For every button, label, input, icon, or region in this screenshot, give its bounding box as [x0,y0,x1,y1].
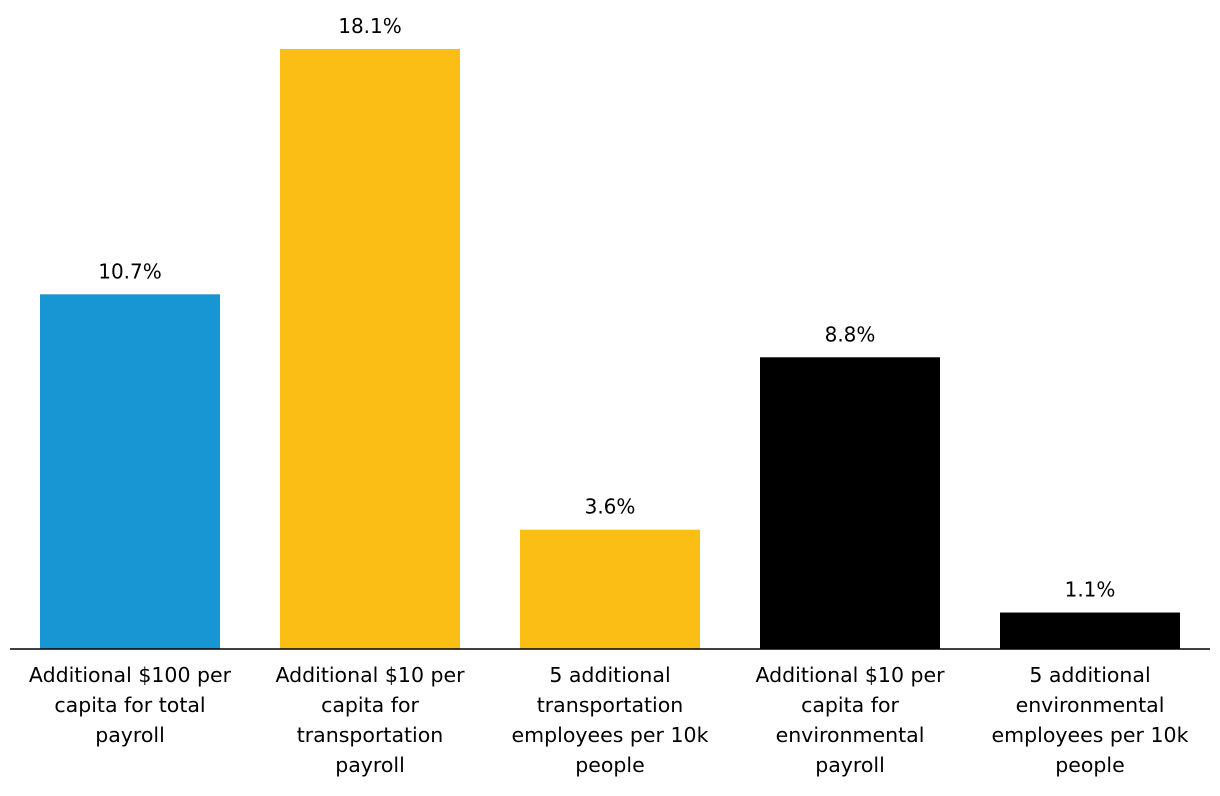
category-label-5-line-4: people [1055,753,1125,777]
category-label-1-line-1: Additional $100 per [28,663,232,687]
bar-value-label-2: 18.1% [338,14,402,38]
bars-group [40,49,1180,649]
category-label-4-line-3: environmental [775,723,925,747]
bar-value-label-3: 3.6% [585,495,636,519]
bar-value-label-5: 1.1% [1065,578,1116,602]
category-label-4-line-1: Additional $10 per [755,663,945,687]
category-label-1: Additional $100 per capita for total payro… [15,660,245,750]
bar-value-label-1: 10.7% [98,259,162,283]
category-label-2-line-1: Additional $10 per [275,663,465,687]
category-label-1-line-2: capita for total [54,693,206,717]
category-label-2-line-2: capita for [321,693,419,717]
category-label-3: 5 additional transportation employees per … [495,660,725,780]
category-label-1-line-3: payroll [95,723,165,747]
category-label-2: Additional $10 per capita for transportati… [255,660,485,780]
category-label-3-line-2: transportation [536,693,684,717]
bar-1 [40,294,220,649]
category-label-2-line-3: transportation [296,723,444,747]
bar-2 [280,49,460,649]
value-labels-group: 10.7% 18.1% 3.6% 8.8% 1.1% [98,14,1115,602]
bar-4 [760,357,940,649]
category-label-2-line-4: payroll [335,753,405,777]
category-label-5-line-1: 5 additional [1029,663,1151,687]
category-label-3-line-1: 5 additional [549,663,671,687]
category-label-4: Additional $10 per capita for environmenta… [735,660,965,780]
category-label-4-line-2: capita for [801,693,899,717]
category-label-4-line-4: payroll [815,753,885,777]
category-label-3-line-4: people [575,753,645,777]
category-label-5: 5 additional environmental employees per 1… [975,660,1205,780]
bar-3 [520,529,700,649]
category-label-5-line-3: employees per 10k [991,723,1189,747]
bar-5 [1000,612,1180,649]
category-label-3-line-3: employees per 10k [511,723,709,747]
category-label-5-line-2: environmental [1015,693,1165,717]
bar-value-label-4: 8.8% [825,322,876,346]
